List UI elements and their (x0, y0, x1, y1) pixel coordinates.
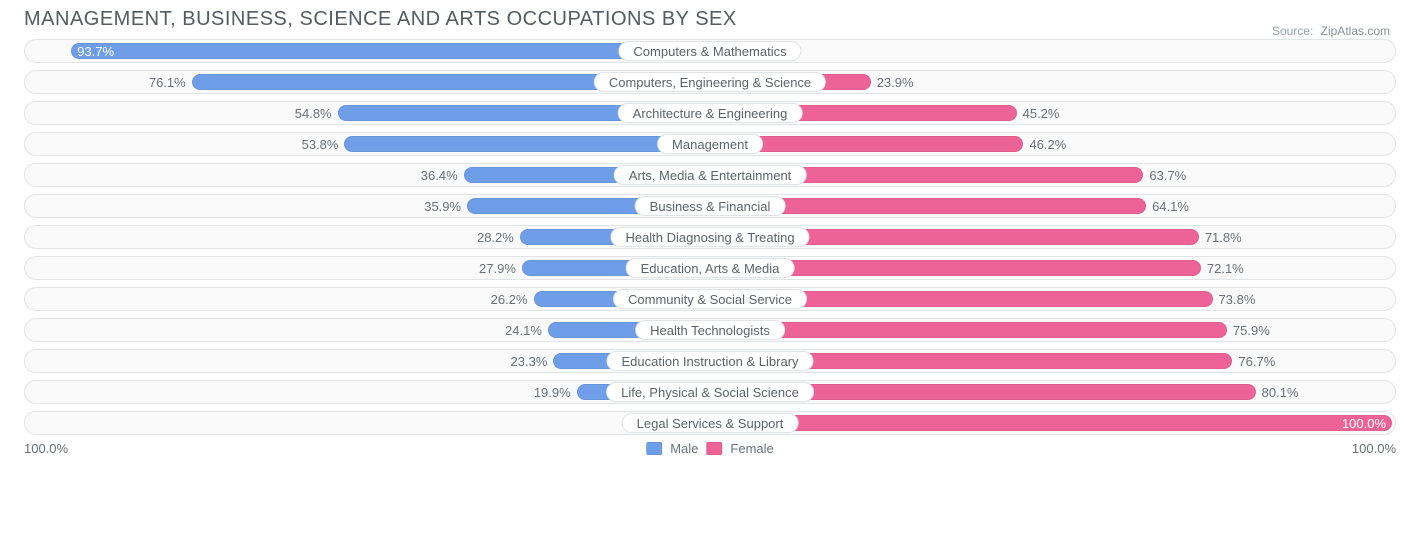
chart-row: 93.7%6.3%Computers & Mathematics (24, 39, 1396, 63)
category-label: Arts, Media & Entertainment (614, 165, 807, 185)
male-percent-label: 93.7% (77, 40, 120, 62)
bar-male (344, 136, 710, 152)
chart-container: MANAGEMENT, BUSINESS, SCIENCE AND ARTS O… (0, 0, 1406, 559)
female-percent-label: 72.1% (1201, 257, 1244, 279)
female-percent-label: 75.9% (1227, 319, 1270, 341)
male-percent-label: 27.9% (479, 257, 522, 279)
bar-male (71, 43, 710, 59)
chart-row: 35.9% 64.1% Business & Financial (24, 194, 1396, 218)
category-label: Management (657, 134, 763, 154)
chart-row: 76.1% 23.9% Computers, Engineering & Scien… (24, 70, 1396, 94)
male-percent-label: 28.2% (477, 226, 520, 248)
chart-row: 0.0%100.0%Legal Services & Support (24, 411, 1396, 435)
legend: Male Female (646, 441, 774, 456)
female-percent-label: 76.7% (1232, 350, 1275, 372)
male-percent-label: 24.1% (505, 319, 548, 341)
chart-row: 24.1% 75.9% Health Technologists (24, 318, 1396, 342)
chart-row: 26.2% 73.8% Community & Social Service (24, 287, 1396, 311)
male-percent-label: 53.8% (302, 133, 345, 155)
chart-row: 23.3% 76.7% Education Instruction & Librar… (24, 349, 1396, 373)
bar-female (710, 322, 1227, 338)
female-percent-label: 23.9% (871, 71, 914, 93)
chart-row: 53.8% 46.2% Management (24, 132, 1396, 156)
category-label: Computers & Mathematics (618, 41, 801, 61)
category-label: Health Technologists (635, 320, 785, 340)
category-label: Life, Physical & Social Science (606, 382, 814, 402)
female-percent-label: 100.0% (1336, 412, 1386, 434)
category-label: Architecture & Engineering (618, 103, 803, 123)
legend-label-male: Male (670, 441, 698, 456)
chart-row: 54.8% 45.2% Architecture & Engineering (24, 101, 1396, 125)
female-percent-label: 45.2% (1017, 102, 1060, 124)
female-percent-label: 64.1% (1146, 195, 1189, 217)
chart-rows: 93.7%6.3%Computers & Mathematics 76.1% 23.… (24, 39, 1396, 435)
female-percent-label: 73.8% (1213, 288, 1256, 310)
male-percent-label: 76.1% (149, 71, 192, 93)
category-label: Education, Arts & Media (626, 258, 795, 278)
male-percent-label: 26.2% (491, 288, 534, 310)
axis-left-label: 100.0% (24, 441, 68, 456)
source-name: ZipAtlas.com (1321, 24, 1390, 38)
category-label: Computers, Engineering & Science (594, 72, 826, 92)
male-percent-label: 36.4% (421, 164, 464, 186)
axis-right-label: 100.0% (1352, 441, 1396, 456)
source-attribution: Source: ZipAtlas.com (1272, 24, 1390, 38)
chart-row: 19.9% 80.1% Life, Physical & Social Scienc… (24, 380, 1396, 404)
male-percent-label: 19.9% (534, 381, 577, 403)
source-label: Source: (1272, 24, 1313, 38)
category-label: Health Diagnosing & Treating (610, 227, 809, 247)
legend-swatch-male (646, 442, 662, 455)
category-label: Community & Social Service (613, 289, 807, 309)
female-percent-label: 46.2% (1023, 133, 1066, 155)
male-percent-label: 23.3% (511, 350, 554, 372)
legend-swatch-female (706, 442, 722, 455)
male-percent-label: 35.9% (424, 195, 467, 217)
category-label: Education Instruction & Library (606, 351, 813, 371)
chart-row: 27.9% 72.1% Education, Arts & Media (24, 256, 1396, 280)
female-percent-label: 71.8% (1199, 226, 1242, 248)
category-label: Legal Services & Support (622, 413, 799, 433)
chart-title: MANAGEMENT, BUSINESS, SCIENCE AND ARTS O… (24, 6, 1396, 39)
axis: 100.0% 100.0% Male Female (24, 441, 1396, 461)
chart-row: 36.4% 63.7% Arts, Media & Entertainment (24, 163, 1396, 187)
female-percent-label: 80.1% (1256, 381, 1299, 403)
female-percent-label: 63.7% (1143, 164, 1186, 186)
category-label: Business & Financial (635, 196, 786, 216)
chart-row: 28.2% 71.8% Health Diagnosing & Treating (24, 225, 1396, 249)
bar-female (710, 415, 1392, 431)
male-percent-label: 54.8% (295, 102, 338, 124)
legend-label-female: Female (730, 441, 773, 456)
